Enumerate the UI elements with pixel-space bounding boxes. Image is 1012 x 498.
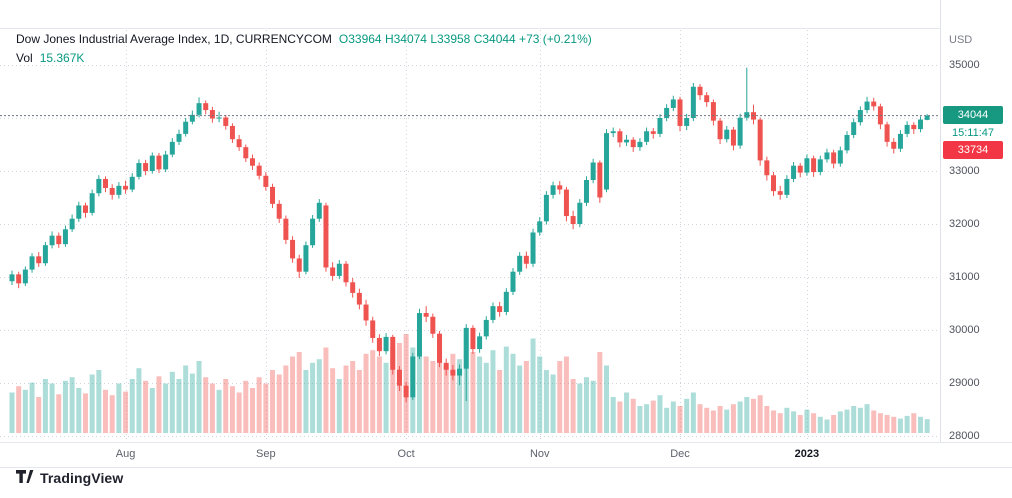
chart-legend: Dow Jones Industrial Average Index, 1D, … <box>16 31 592 67</box>
time-axis-label: Nov <box>529 448 550 460</box>
chart-bottom-border <box>0 467 1012 468</box>
tradingview-logo-icon <box>16 470 34 483</box>
price-axis-label: 33000 <box>949 165 980 177</box>
price-axis-label: 29000 <box>949 377 980 389</box>
ohlc-values: O33964 H34074 L33958 C34044 +73 (+0.21%) <box>338 32 592 46</box>
tradingview-wordmark: TradingView <box>40 469 124 486</box>
time-axis-label: Aug <box>115 448 136 460</box>
legend-row-volume: Vol 15.367K <box>16 50 592 67</box>
time-axis[interactable]: Aug Sep Oct Nov Dec 2023 <box>0 443 1012 467</box>
volume-value: 15.367K <box>39 51 85 65</box>
last-price-badge: 34044 <box>943 106 1003 125</box>
candlestick-chart-pane[interactable] <box>0 0 940 470</box>
alert-price-badge: 33734 <box>943 140 1003 159</box>
chart-top-border <box>0 28 1012 29</box>
price-axis-label: 32000 <box>949 218 980 230</box>
time-axis-label: Dec <box>670 448 690 460</box>
time-axis-label: Oct <box>397 448 415 460</box>
price-axis-label: 35000 <box>949 59 980 71</box>
bar-countdown: 15:11:47 <box>943 125 1003 140</box>
time-axis-label: Sep <box>256 448 276 460</box>
volume-label: Vol <box>16 51 33 65</box>
symbol-title[interactable]: Dow Jones Industrial Average Index, 1D, … <box>16 32 332 46</box>
legend-row-symbol: Dow Jones Industrial Average Index, 1D, … <box>16 31 592 48</box>
time-axis-label: 2023 <box>794 448 820 460</box>
price-axis-label: 31000 <box>949 271 980 283</box>
price-axis-label: 30000 <box>949 324 980 336</box>
tradingview-attribution[interactable]: TradingView <box>15 469 123 486</box>
time-axis-separator <box>0 442 1012 443</box>
axis-currency-label: USD <box>949 34 973 46</box>
price-axis[interactable]: USD 350003400033000320003100030000290002… <box>940 0 1012 467</box>
price-axis-label: 28000 <box>949 430 980 442</box>
